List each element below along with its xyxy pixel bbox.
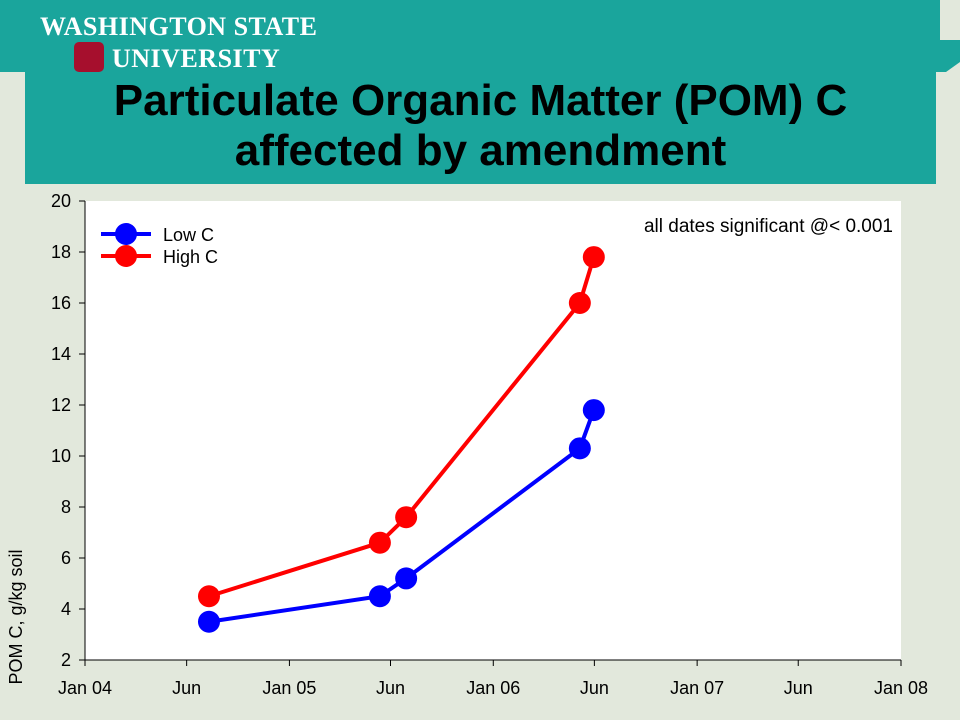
y-tick-label: 14	[51, 344, 71, 364]
data-point	[582, 246, 605, 269]
series-low-c	[197, 399, 605, 633]
y-tick-label: 10	[51, 446, 71, 466]
significance-annotation: all dates significant @< 0.001	[644, 216, 893, 237]
university-logo: WASHINGTON STATE UNIVERSITY	[40, 12, 317, 74]
y-tick-label: 16	[51, 293, 71, 313]
slide-title: Particulate Organic Matter (POM) C affec…	[113, 76, 848, 175]
legend-marker	[115, 223, 137, 245]
y-tick-label: 18	[51, 242, 71, 262]
seal-icon	[74, 42, 104, 72]
y-tick-label: 8	[61, 497, 71, 517]
header-band	[0, 0, 960, 72]
logo-line2: UNIVERSITY	[112, 44, 281, 73]
y-tick-label: 6	[61, 548, 71, 568]
title-band: Particulate Organic Matter (POM) C affec…	[25, 72, 936, 184]
x-tick-label: Jun	[784, 678, 813, 698]
legend-label: High C	[163, 247, 218, 267]
data-point	[368, 585, 391, 608]
data-point	[582, 399, 605, 422]
header-stripe	[0, 0, 960, 72]
data-point	[395, 567, 418, 590]
x-tick-label: Jun	[376, 678, 405, 698]
data-point	[568, 437, 591, 460]
y-tick-label: 2	[61, 650, 71, 670]
y-tick-label: 12	[51, 395, 71, 415]
x-tick-label: Jan 08	[874, 678, 928, 698]
series-layer	[197, 246, 605, 633]
x-tick-label: Jan 04	[58, 678, 112, 698]
x-tick-label: Jun	[172, 678, 201, 698]
logo-line1: WASHINGTON STATE	[40, 12, 318, 41]
data-point	[197, 610, 220, 633]
x-tick-label: Jan 05	[262, 678, 316, 698]
x-tick-label: Jan 06	[466, 678, 520, 698]
legend-marker	[115, 245, 137, 267]
legend-item: High C	[101, 245, 218, 267]
data-point	[395, 506, 418, 529]
header-stripe-shadow	[0, 0, 30, 72]
x-tick-label: Jun	[580, 678, 609, 698]
y-tick-label: 20	[51, 191, 71, 211]
chart: 2 4 6 8 10 12 14 16 18 20 Jan 04 Jun Jan 05 Jun Jan 06…	[6, 191, 928, 698]
axes: 2 4 6 8 10 12 14 16 18 20 Jan 04 Jun Jan 05 Jun Jan 06…	[51, 191, 928, 698]
data-point	[568, 292, 591, 314]
series-high-c	[197, 246, 605, 608]
y-tick-label: 4	[61, 599, 71, 619]
data-point	[368, 531, 391, 554]
x-tick-label: Jan 07	[670, 678, 724, 698]
data-point	[197, 585, 220, 608]
legend-label: Low C	[163, 225, 214, 245]
plot-area	[85, 201, 901, 660]
y-axis-title: POM C, g/kg soil	[6, 549, 26, 684]
legend-item: Low C	[101, 223, 214, 245]
